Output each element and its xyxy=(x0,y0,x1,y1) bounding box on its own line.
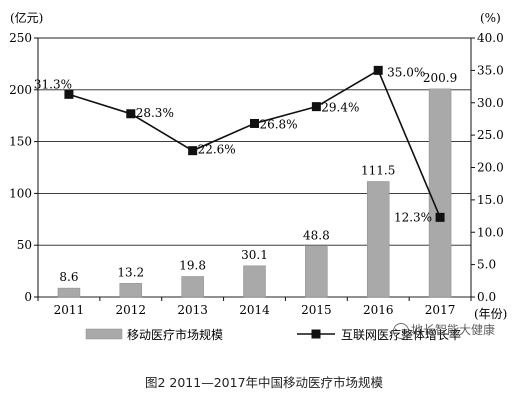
line-point xyxy=(435,212,445,222)
bar-data-label: 30.1 xyxy=(241,248,268,262)
left-tick-label: 200 xyxy=(9,83,32,97)
right-tick-label: 25.0 xyxy=(477,128,504,142)
right-tick-label: 5.0 xyxy=(477,258,496,272)
x-tick-label: 2017 xyxy=(425,303,456,317)
bar-data-label: 19.8 xyxy=(179,258,206,272)
line-point xyxy=(250,118,259,128)
bar xyxy=(428,88,452,298)
x-tick-label: 2011 xyxy=(54,303,85,317)
line-point xyxy=(126,109,136,119)
line-point xyxy=(311,102,321,112)
left-tick-label: 50 xyxy=(17,238,32,252)
left-axis-unit: (亿元) xyxy=(10,10,43,25)
left-tick-label: 150 xyxy=(9,135,32,149)
line-data-label: 35.0% xyxy=(387,65,425,79)
bar-series xyxy=(57,88,452,298)
bar xyxy=(243,265,266,298)
line-point xyxy=(373,65,383,75)
line-data-label: 29.4% xyxy=(321,101,359,115)
bar xyxy=(181,276,204,298)
line-data-label: 31.3% xyxy=(34,77,72,91)
bar xyxy=(119,283,143,298)
line-data-label: 22.6% xyxy=(198,143,236,157)
watermark-logo-icon xyxy=(393,322,409,339)
bar-data-label: 200.9 xyxy=(423,71,457,85)
line-data-label: 12.3% xyxy=(394,210,432,224)
bar-data-label: 13.2 xyxy=(117,265,144,279)
right-tick-label: 35.0 xyxy=(477,63,504,77)
bar-data-label: 111.5 xyxy=(361,163,395,177)
bar xyxy=(57,287,81,298)
line-series xyxy=(64,65,445,222)
grid-lines xyxy=(38,37,471,298)
figure-caption: 图2 2011—2017年中国移动医疗市场规模 xyxy=(144,375,384,390)
x-tick-label: 2016 xyxy=(363,303,394,317)
right-tick-label: 30.0 xyxy=(477,96,504,110)
watermark-text: 地长智能大健康 xyxy=(411,323,496,337)
left-tick-label: 250 xyxy=(9,31,32,45)
right-tick-label: 40.0 xyxy=(477,31,504,45)
right-tick-label: 15.0 xyxy=(477,193,504,207)
right-tick-label: 0.0 xyxy=(477,290,496,304)
legend-bar-label: 移动医疗市场规模 xyxy=(127,327,223,342)
line-data-label: 28.3% xyxy=(136,106,174,120)
right-tick-label: 10.0 xyxy=(477,225,504,239)
line-point xyxy=(188,146,198,156)
bar-data-label: 48.8 xyxy=(303,228,330,242)
legend-bar-swatch xyxy=(85,328,123,340)
legend-line-marker xyxy=(311,329,321,339)
x-tick-label: 2014 xyxy=(239,303,270,317)
bar xyxy=(366,181,390,298)
axes: 0 50 100 150 200 250 0.0 5.0 10.0 15.0 20.0 25.0 30.… xyxy=(9,10,507,321)
right-tick-label: 20.0 xyxy=(477,161,504,175)
right-axis-unit: (%) xyxy=(480,11,501,25)
line-point xyxy=(64,89,74,99)
watermark: 地长智能大健康 xyxy=(393,321,495,339)
x-tick-label: 2015 xyxy=(301,303,332,317)
bar-data-label: 8.6 xyxy=(59,270,78,284)
left-tick-label: 0 xyxy=(24,290,32,304)
data-labels: 8.6 13.2 19.8 30.1 48.8 111.5 200.9 31.3% 28.3% 2… xyxy=(34,65,457,284)
x-tick-label: 2013 xyxy=(177,303,208,317)
x-axis-unit: (年份) xyxy=(474,307,507,321)
bar xyxy=(305,246,328,298)
left-tick-label: 100 xyxy=(9,186,32,200)
x-tick-label: 2012 xyxy=(116,303,147,317)
line-data-label: 26.8% xyxy=(259,117,297,131)
